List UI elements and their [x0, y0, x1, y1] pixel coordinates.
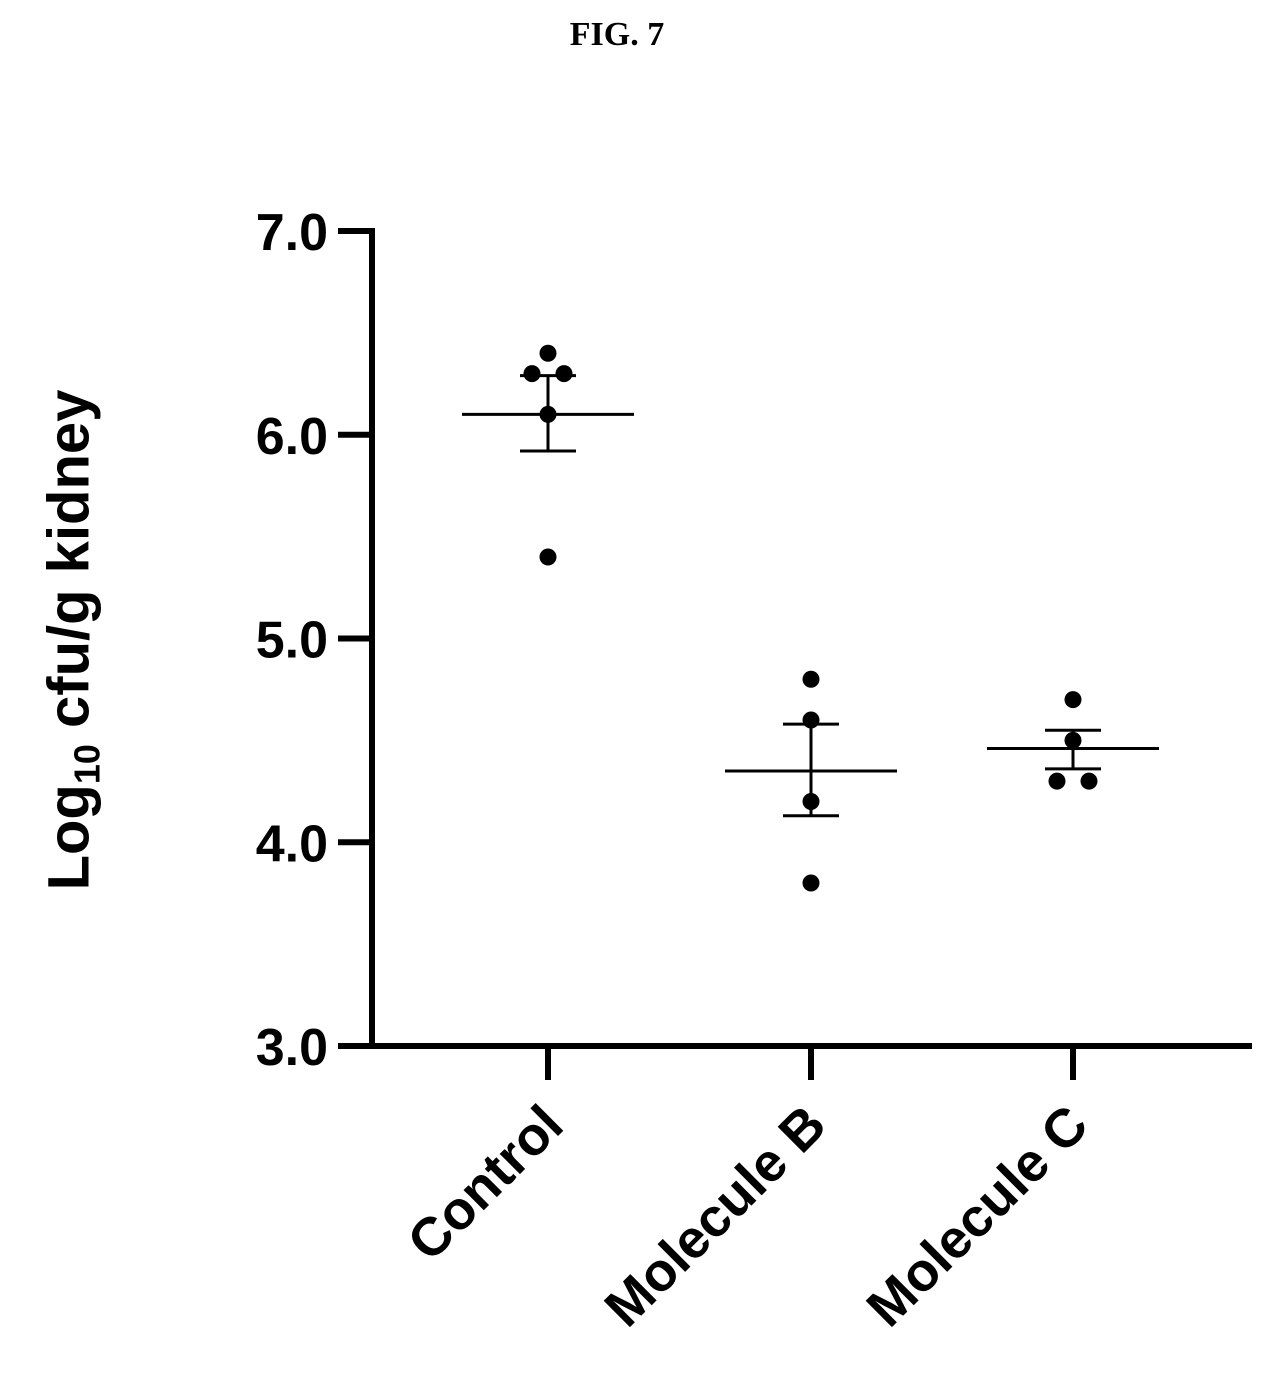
data-point	[1064, 691, 1082, 709]
y-tick-label: 4.0	[256, 815, 328, 873]
y-tick-label: 5.0	[256, 612, 328, 670]
x-tick-label: Control	[396, 1094, 574, 1272]
data-point	[802, 874, 820, 892]
data-point	[523, 365, 541, 383]
data-point	[555, 365, 573, 383]
data-point	[539, 344, 557, 362]
data-point	[1048, 772, 1066, 790]
data-point	[539, 405, 557, 423]
data-point	[1080, 772, 1098, 790]
data-point	[802, 670, 820, 688]
data-point	[539, 548, 557, 566]
x-tick-label: Molecule B	[593, 1094, 837, 1338]
y-tick-label: 3.0	[256, 1019, 328, 1077]
y-tick-label: 6.0	[256, 408, 328, 466]
y-tick-label: 7.0	[256, 204, 328, 262]
figure-title: FIG. 7	[569, 16, 665, 53]
data-point	[802, 711, 820, 729]
x-tick-label: Molecule C	[855, 1094, 1099, 1338]
data-point	[802, 793, 820, 810]
data-point	[1064, 731, 1082, 749]
